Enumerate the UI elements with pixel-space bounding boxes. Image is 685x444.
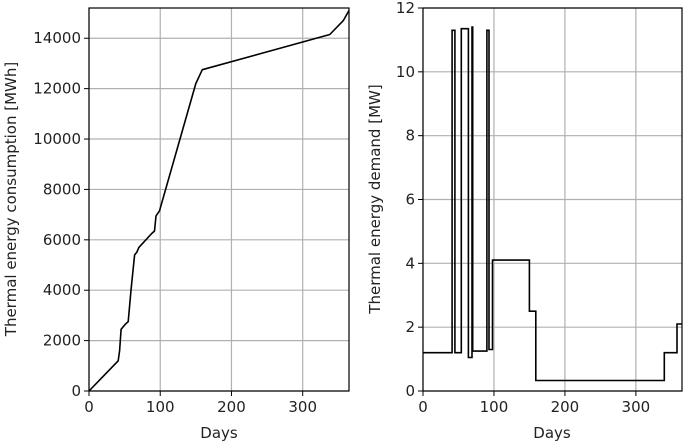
y-tick-label: 10000: [33, 130, 81, 148]
left-y-axis-label: Thermal energy consumption [MWh]: [2, 62, 20, 337]
x-tick-label: 300: [622, 398, 651, 416]
x-tick-label: 100: [146, 398, 175, 416]
right-x-axis-label: Days: [533, 424, 571, 442]
y-tick-label: 0: [71, 382, 81, 400]
x-tick-label: 200: [551, 398, 580, 416]
right-ticks: 0 100 200 300 0 2 4 6 8 10 12: [396, 0, 650, 416]
y-tick-label: 12: [396, 0, 415, 17]
left-chart: 0 100 200 300 0 2000 4000 6000 8000 10000 12000 140…: [2, 7, 350, 442]
right-y-axis-label: Thermal energy demand [MW]: [366, 84, 384, 314]
x-tick-label: 300: [288, 398, 317, 416]
y-tick-label: 4000: [43, 281, 81, 299]
y-tick-label: 6000: [43, 231, 81, 249]
y-tick-label: 8000: [43, 180, 81, 198]
y-tick-label: 14000: [33, 29, 81, 47]
y-tick-label: 2: [405, 318, 415, 336]
left-x-axis-label: Days: [200, 424, 238, 442]
y-tick-label: 12000: [33, 80, 81, 98]
x-tick-label: 0: [84, 398, 94, 416]
left-plot-frame: [88, 7, 350, 392]
x-tick-label: 100: [480, 398, 509, 416]
y-tick-label: 4: [405, 254, 415, 272]
y-tick-label: 8: [405, 127, 415, 145]
y-tick-label: 6: [405, 191, 415, 209]
x-tick-label: 0: [418, 398, 428, 416]
left-consumption-line: [88, 10, 350, 392]
x-tick-label: 200: [217, 398, 246, 416]
y-tick-label: 10: [396, 63, 415, 81]
right-demand-step-line: [423, 26, 682, 382]
y-tick-label: 0: [405, 382, 415, 400]
right-chart: 0 100 200 300 0 2 4 6 8 10 12 Days Thermal energy …: [366, 0, 683, 442]
left-ticks: 0 100 200 300 0 2000 4000 6000 8000 10000 12000 140…: [33, 29, 317, 416]
y-tick-label: 2000: [43, 332, 81, 350]
